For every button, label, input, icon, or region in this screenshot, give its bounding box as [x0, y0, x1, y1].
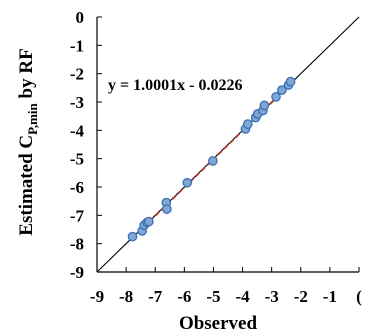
y-axis-title-main: Estimated C	[16, 135, 37, 236]
y-tick-label: -2	[70, 65, 84, 84]
y-tick-label: -7	[70, 206, 85, 225]
x-tick-label: -5	[206, 287, 220, 306]
x-tick-label: (	[356, 287, 362, 306]
y-tick-label: -1	[70, 36, 84, 55]
x-tick-label: -3	[265, 287, 279, 306]
x-axis-ticks: -9 -8 -7 -6 -5 -4 -3 -2 -1 (	[90, 267, 362, 306]
x-tick-label: -1	[323, 287, 337, 306]
fit-line	[131, 83, 292, 239]
y-axis-ticks: 0 -1 -2 -3 -4 -5 -6 -7 -8 -9	[70, 8, 102, 282]
plot-frame	[96, 17, 359, 273]
y-tick-label: -5	[70, 150, 84, 169]
x-tick-label: -7	[148, 287, 163, 306]
data-points	[127, 76, 296, 242]
y-tick-label: -8	[70, 235, 84, 254]
x-tick-label: -4	[235, 287, 250, 306]
data-point	[242, 119, 253, 129]
y-axis-title-subscript: P,min	[25, 102, 40, 134]
x-tick-label: -9	[90, 287, 104, 306]
y-tick-label: -9	[70, 263, 84, 282]
y-tick-label: -6	[70, 178, 84, 197]
data-point	[259, 100, 270, 111]
data-point	[277, 85, 287, 95]
y-axis-title: Estimated CP,min by RF	[16, 48, 40, 235]
y-tick-label: -3	[70, 93, 84, 112]
x-tick-label: -2	[294, 287, 308, 306]
data-point	[285, 76, 296, 87]
y-axis-title-suffix: by RF	[16, 48, 37, 103]
data-point	[271, 92, 281, 102]
y-tick-label: 0	[76, 8, 85, 27]
x-axis-title: Observed	[179, 313, 258, 334]
data-point	[143, 216, 154, 227]
regression-line	[131, 83, 292, 239]
x-tick-label: -6	[177, 287, 191, 306]
x-tick-label: -8	[119, 287, 133, 306]
data-point	[208, 156, 218, 166]
fit-equation-label: y = 1.0001x - 0.0226	[108, 77, 242, 94]
y-tick-label: -4	[70, 121, 85, 140]
data-point	[127, 231, 138, 242]
data-point	[162, 204, 172, 214]
data-point	[182, 177, 193, 188]
